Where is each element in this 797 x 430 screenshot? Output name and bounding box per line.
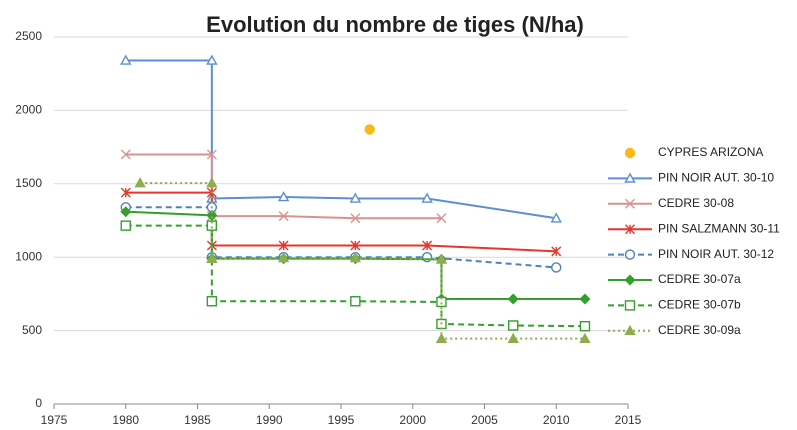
point bbox=[624, 300, 636, 311]
point bbox=[624, 324, 636, 336]
point bbox=[206, 296, 218, 307]
point bbox=[349, 192, 362, 203]
legend-label: CYPRES ARIZONA bbox=[658, 145, 763, 159]
legend-label: CEDRE 30-08 bbox=[658, 196, 734, 210]
x-tick-label: 2000 bbox=[399, 413, 426, 427]
point bbox=[206, 177, 218, 188]
point bbox=[579, 332, 591, 343]
point bbox=[364, 124, 375, 135]
x-tick-label: 1985 bbox=[184, 413, 211, 427]
legend-label: PIN SALZMANN 30-11 bbox=[658, 221, 780, 235]
point bbox=[624, 274, 636, 286]
point bbox=[206, 54, 218, 65]
point bbox=[278, 211, 289, 222]
x-tick-label: 1995 bbox=[328, 413, 355, 427]
point bbox=[350, 296, 361, 307]
point bbox=[507, 293, 519, 305]
point bbox=[421, 192, 433, 203]
point bbox=[134, 177, 146, 188]
point bbox=[624, 147, 636, 159]
point bbox=[550, 212, 562, 223]
series-line bbox=[125, 191, 557, 253]
point bbox=[421, 252, 433, 263]
point bbox=[579, 320, 591, 332]
point bbox=[206, 209, 218, 221]
point bbox=[435, 332, 448, 343]
x-tick-label: 2015 bbox=[615, 413, 642, 427]
x-tick-label: 1975 bbox=[41, 413, 68, 427]
point bbox=[120, 149, 131, 160]
point bbox=[436, 213, 447, 224]
y-tick-label: 1500 bbox=[15, 176, 42, 190]
point bbox=[277, 191, 290, 202]
legend-label: CEDRE 30-09a bbox=[658, 323, 741, 337]
point bbox=[120, 187, 131, 198]
point bbox=[350, 240, 361, 251]
x-tick-label: 1980 bbox=[112, 413, 139, 427]
series-line bbox=[125, 224, 585, 328]
legend-label: CEDRE 30-07a bbox=[658, 272, 741, 286]
legend-label: PIN NOIR AUT. 30-12 bbox=[658, 247, 774, 261]
point bbox=[625, 198, 635, 209]
y-tick-label: 500 bbox=[22, 323, 42, 337]
y-tick-label: 2500 bbox=[15, 29, 42, 43]
chart-title: Evolution du nombre de tiges (N/ha) bbox=[206, 12, 584, 37]
x-tick-label: 1990 bbox=[256, 413, 283, 427]
point bbox=[349, 251, 362, 263]
series-line bbox=[125, 59, 557, 220]
point bbox=[206, 220, 218, 231]
point bbox=[278, 240, 289, 251]
point bbox=[277, 251, 290, 263]
point bbox=[120, 220, 131, 231]
y-tick-label: 1000 bbox=[15, 249, 42, 263]
point bbox=[551, 262, 562, 273]
y-tick-label: 0 bbox=[35, 396, 42, 410]
point bbox=[625, 224, 635, 235]
point bbox=[551, 246, 562, 257]
point bbox=[624, 249, 636, 260]
point bbox=[624, 172, 636, 183]
point bbox=[579, 293, 591, 305]
legend-label: CEDRE 30-07b bbox=[658, 298, 741, 312]
point bbox=[508, 320, 519, 331]
point bbox=[120, 54, 132, 65]
point bbox=[120, 206, 132, 218]
point bbox=[507, 332, 519, 343]
x-tick-label: 2005 bbox=[471, 413, 498, 427]
point bbox=[422, 240, 433, 251]
y-tick-label: 2000 bbox=[15, 103, 42, 117]
point bbox=[435, 253, 448, 264]
series-line bbox=[125, 153, 442, 220]
point bbox=[206, 149, 217, 160]
legend-label: PIN NOIR AUT. 30-10 bbox=[658, 171, 774, 185]
x-tick-label: 2010 bbox=[543, 413, 570, 427]
point bbox=[206, 252, 218, 263]
point bbox=[350, 213, 361, 224]
